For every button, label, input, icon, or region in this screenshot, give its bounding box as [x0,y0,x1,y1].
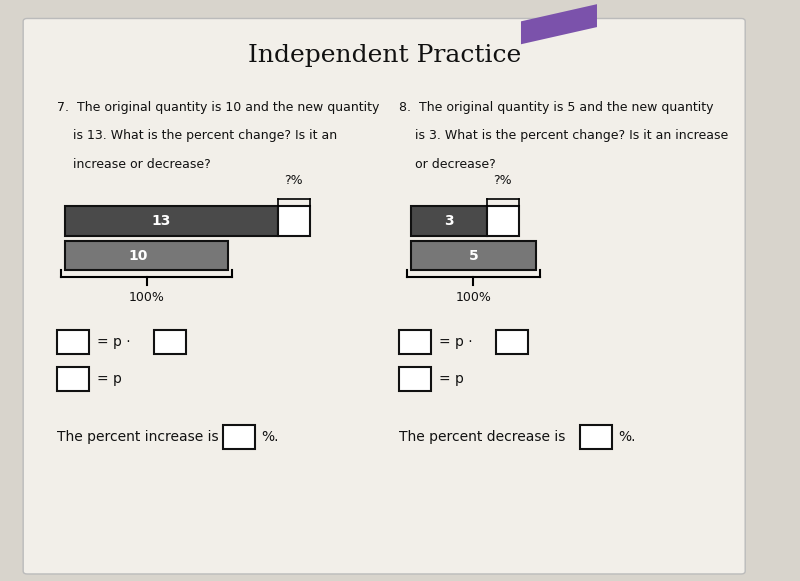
Bar [65,241,228,271]
Text: = p: = p [439,372,464,386]
Text: 3: 3 [444,214,454,228]
Text: The percent decrease is: The percent decrease is [399,429,566,443]
Bar [410,241,536,271]
Bar [486,206,518,236]
Text: or decrease?: or decrease? [399,158,496,171]
Bar [278,206,310,236]
Text: 100%: 100% [455,291,491,304]
Text: = p ·: = p · [97,335,130,349]
Text: = p: = p [97,372,122,386]
Text: ?%: ?% [494,174,512,187]
Bar [399,367,431,391]
Text: 5: 5 [469,249,478,263]
Text: 100%: 100% [129,291,165,304]
Bar [58,367,90,391]
Text: 8.  The original quantity is 5 and the new quantity: 8. The original quantity is 5 and the ne… [399,101,714,114]
Text: %.: %. [618,429,636,443]
Bar [58,330,90,354]
Bar [65,206,278,236]
Text: The percent increase is: The percent increase is [58,429,219,443]
Bar [154,330,186,354]
FancyBboxPatch shape [23,19,745,574]
Polygon shape [521,4,597,44]
Text: Independent Practice: Independent Practice [247,44,521,67]
Text: ?%: ?% [285,174,303,187]
Text: is 13. What is the percent change? Is it an: is 13. What is the percent change? Is it… [58,130,338,142]
Text: is 3. What is the percent change? Is it an increase: is 3. What is the percent change? Is it … [399,130,729,142]
Text: 10: 10 [129,249,148,263]
Bar [399,330,431,354]
Bar [580,425,612,449]
Bar [496,330,528,354]
Text: = p ·: = p · [439,335,473,349]
Bar [223,425,255,449]
Bar [410,206,486,236]
Text: increase or decrease?: increase or decrease? [58,158,211,171]
Text: 7.  The original quantity is 10 and the new quantity: 7. The original quantity is 10 and the n… [58,101,380,114]
Text: 13: 13 [151,214,170,228]
Text: %.: %. [261,429,278,443]
